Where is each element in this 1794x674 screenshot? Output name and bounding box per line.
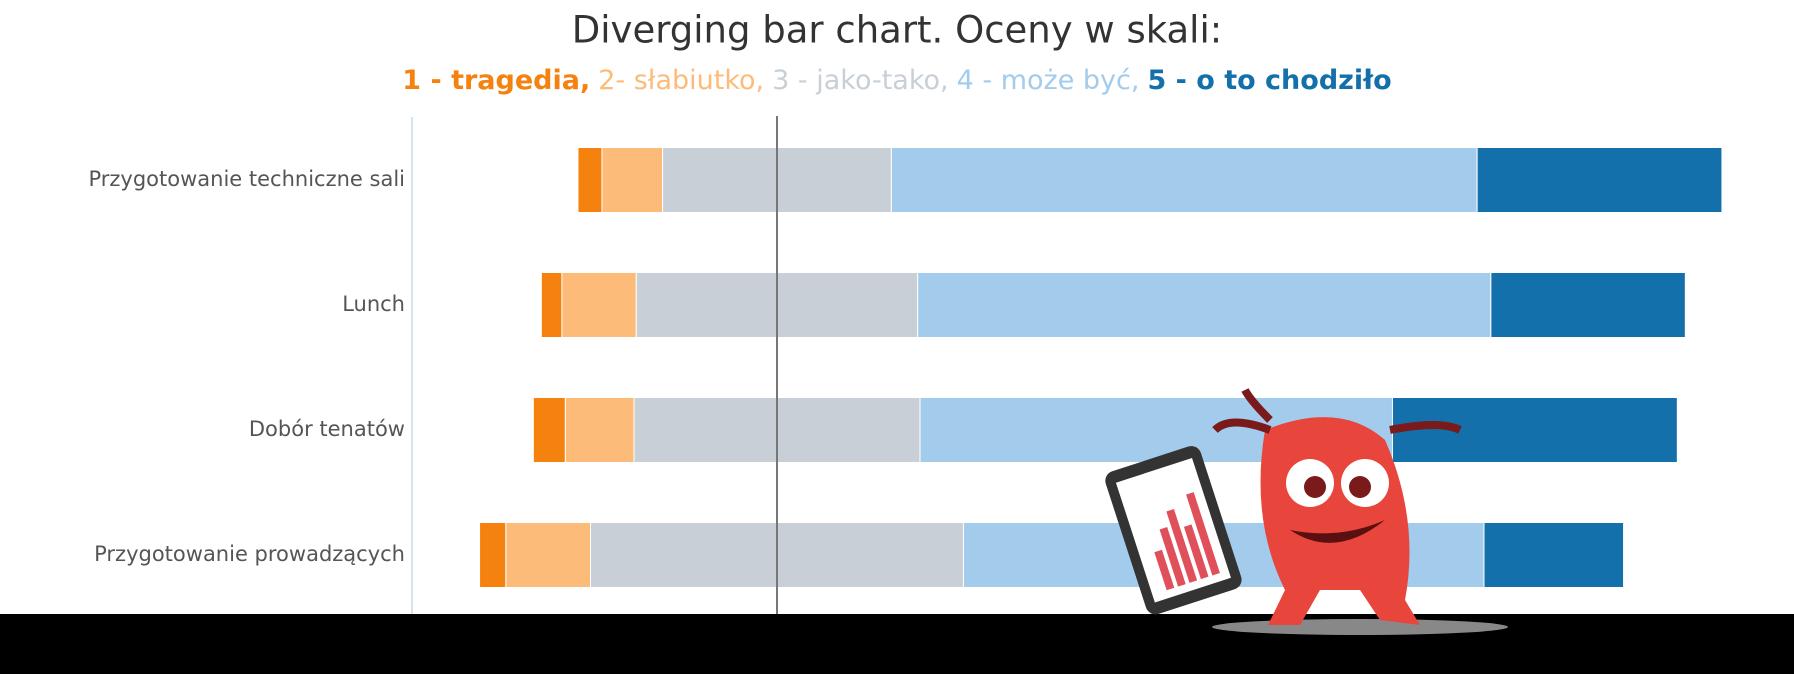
bar-segment xyxy=(479,522,507,588)
y-tick-label: Dobór tenatów xyxy=(249,417,405,441)
chart-title: Diverging bar chart. Oceny w skali: xyxy=(572,9,1222,52)
legend-entry: 4 - może być, xyxy=(957,65,1140,96)
y-tick-label: Przygotowanie prowadzących xyxy=(94,542,405,566)
bar-segment xyxy=(505,522,592,588)
bar-segment xyxy=(601,147,664,213)
bar-segment xyxy=(1476,147,1723,213)
bar-segment xyxy=(564,397,635,463)
bar-segment xyxy=(1483,522,1625,588)
bar-segment xyxy=(561,272,637,338)
y-tick-label: Lunch xyxy=(342,292,405,316)
bar-segment xyxy=(917,272,1492,338)
bar-segment xyxy=(1490,272,1686,338)
y-tick-label: Przygotowanie techniczne sali xyxy=(88,167,405,191)
legend-entry: 2- słabiutko, xyxy=(598,65,764,96)
mascot xyxy=(1105,388,1508,635)
legend: 1 - tragedia, 2- słabiutko, 3 - jako-tako,… xyxy=(402,65,1391,96)
bar-segment xyxy=(1391,397,1678,463)
bar-segment xyxy=(532,397,566,463)
bar-segment xyxy=(540,272,563,338)
footer-band xyxy=(0,614,1794,674)
bar-segment xyxy=(577,147,603,213)
bar-segment xyxy=(890,147,1478,213)
legend-entry: 5 - o to chodziło xyxy=(1147,65,1391,96)
bars xyxy=(479,147,1723,588)
legend-entry: 1 - tragedia, xyxy=(402,65,590,96)
legend-entry: 3 - jako-tako, xyxy=(772,65,948,96)
